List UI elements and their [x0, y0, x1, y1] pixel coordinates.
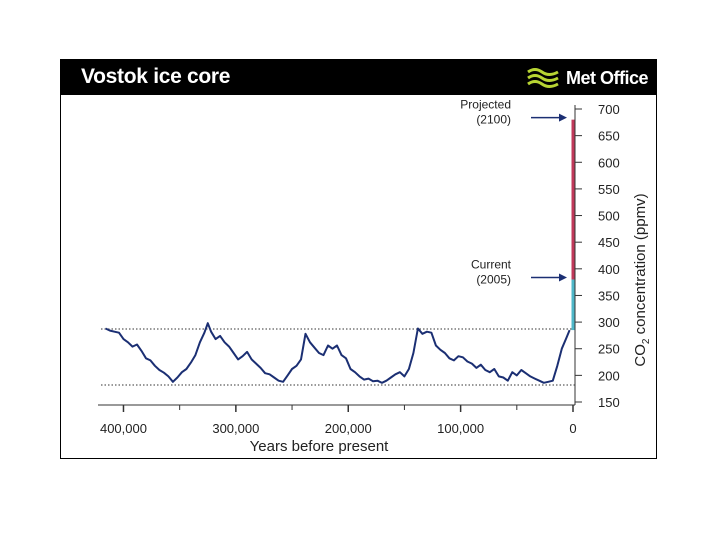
concentration-bar	[571, 279, 575, 331]
vostok-co2-line	[105, 322, 571, 384]
y-axis-label: CO2 concentration (ppmv)	[632, 193, 652, 366]
wave-icon	[527, 68, 559, 88]
y-tick-label: 200	[598, 368, 620, 383]
y-tick-label: 650	[598, 129, 620, 144]
met-office-logo: Met Office	[526, 64, 649, 92]
y-tick-label: 300	[598, 315, 620, 330]
x-tick-label: 100,000	[437, 421, 484, 436]
y-tick-label: 500	[598, 209, 620, 224]
y-tick-label: 400	[598, 262, 620, 277]
concentration-bar	[571, 119, 575, 280]
x-axis: 400,000 300,000 200,000 100,000 0	[98, 404, 577, 436]
y-tick-label: 350	[598, 288, 620, 303]
y-tick-label: 250	[598, 342, 620, 357]
x-tick-label: 400,000	[100, 421, 147, 436]
annotation-label: Current	[471, 257, 512, 271]
reference-lines	[101, 328, 575, 386]
x-tick-label: 200,000	[325, 421, 372, 436]
y-tick-label: 550	[598, 182, 620, 197]
concentration-bars	[571, 119, 575, 331]
y-tick-label: 150	[598, 395, 620, 410]
logo-text: Met Office	[565, 67, 649, 88]
chart-title: Vostok ice core	[81, 65, 231, 88]
y-axis: 150 200 250 300 350 400 450 500 550 600 650 700	[574, 102, 620, 410]
co2-chart: 400,000 300,000 200,000 100,000 0 150 200 250 3…	[98, 98, 652, 455]
y-tick-label: 450	[598, 235, 620, 250]
annotations: Projected(2100) Current(2005)	[460, 98, 567, 286]
y-axis-label-main: CO	[632, 344, 649, 367]
chart-card: Vostok ice core Met Office 400,000 300,00…	[60, 59, 657, 459]
y-axis-label-sub: 2	[641, 338, 652, 344]
annotation-year: (2005)	[476, 272, 511, 286]
y-axis-label-rest: concentration (ppmv)	[632, 193, 649, 338]
annotation-arrow-head	[559, 273, 567, 282]
x-tick-label: 0	[569, 421, 576, 436]
chart-header: Vostok ice core Met Office	[61, 60, 656, 95]
annotation-label: Projected	[460, 98, 511, 112]
x-axis-label: Years before present	[250, 438, 390, 455]
y-tick-label: 600	[598, 155, 620, 170]
y-tick-label: 700	[598, 102, 620, 117]
x-tick-label: 300,000	[212, 421, 259, 436]
annotation-arrow-head	[559, 113, 567, 122]
annotation-year: (2100)	[476, 113, 511, 127]
